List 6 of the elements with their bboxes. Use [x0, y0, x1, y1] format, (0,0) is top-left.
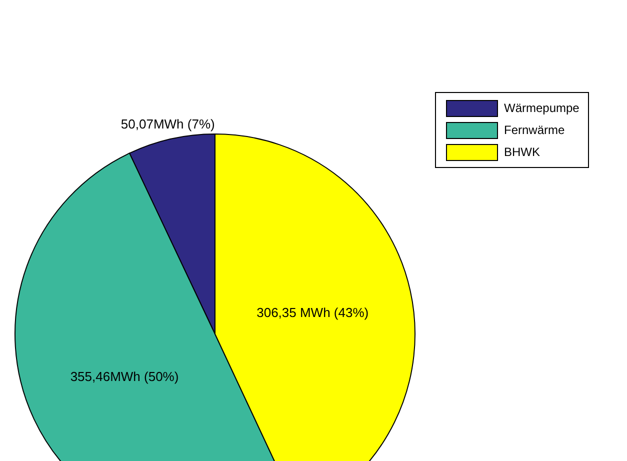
legend-label: Wärmepumpe — [504, 101, 580, 115]
data-label: 355,46MWh (50%) — [70, 369, 179, 384]
legend-label: BHWK — [504, 145, 540, 159]
data-label: 50,07MWh (7%) — [120, 116, 215, 132]
legend-label: Fernwärme — [504, 123, 565, 137]
data-label: 306,35 MWh (43%) — [256, 304, 369, 320]
